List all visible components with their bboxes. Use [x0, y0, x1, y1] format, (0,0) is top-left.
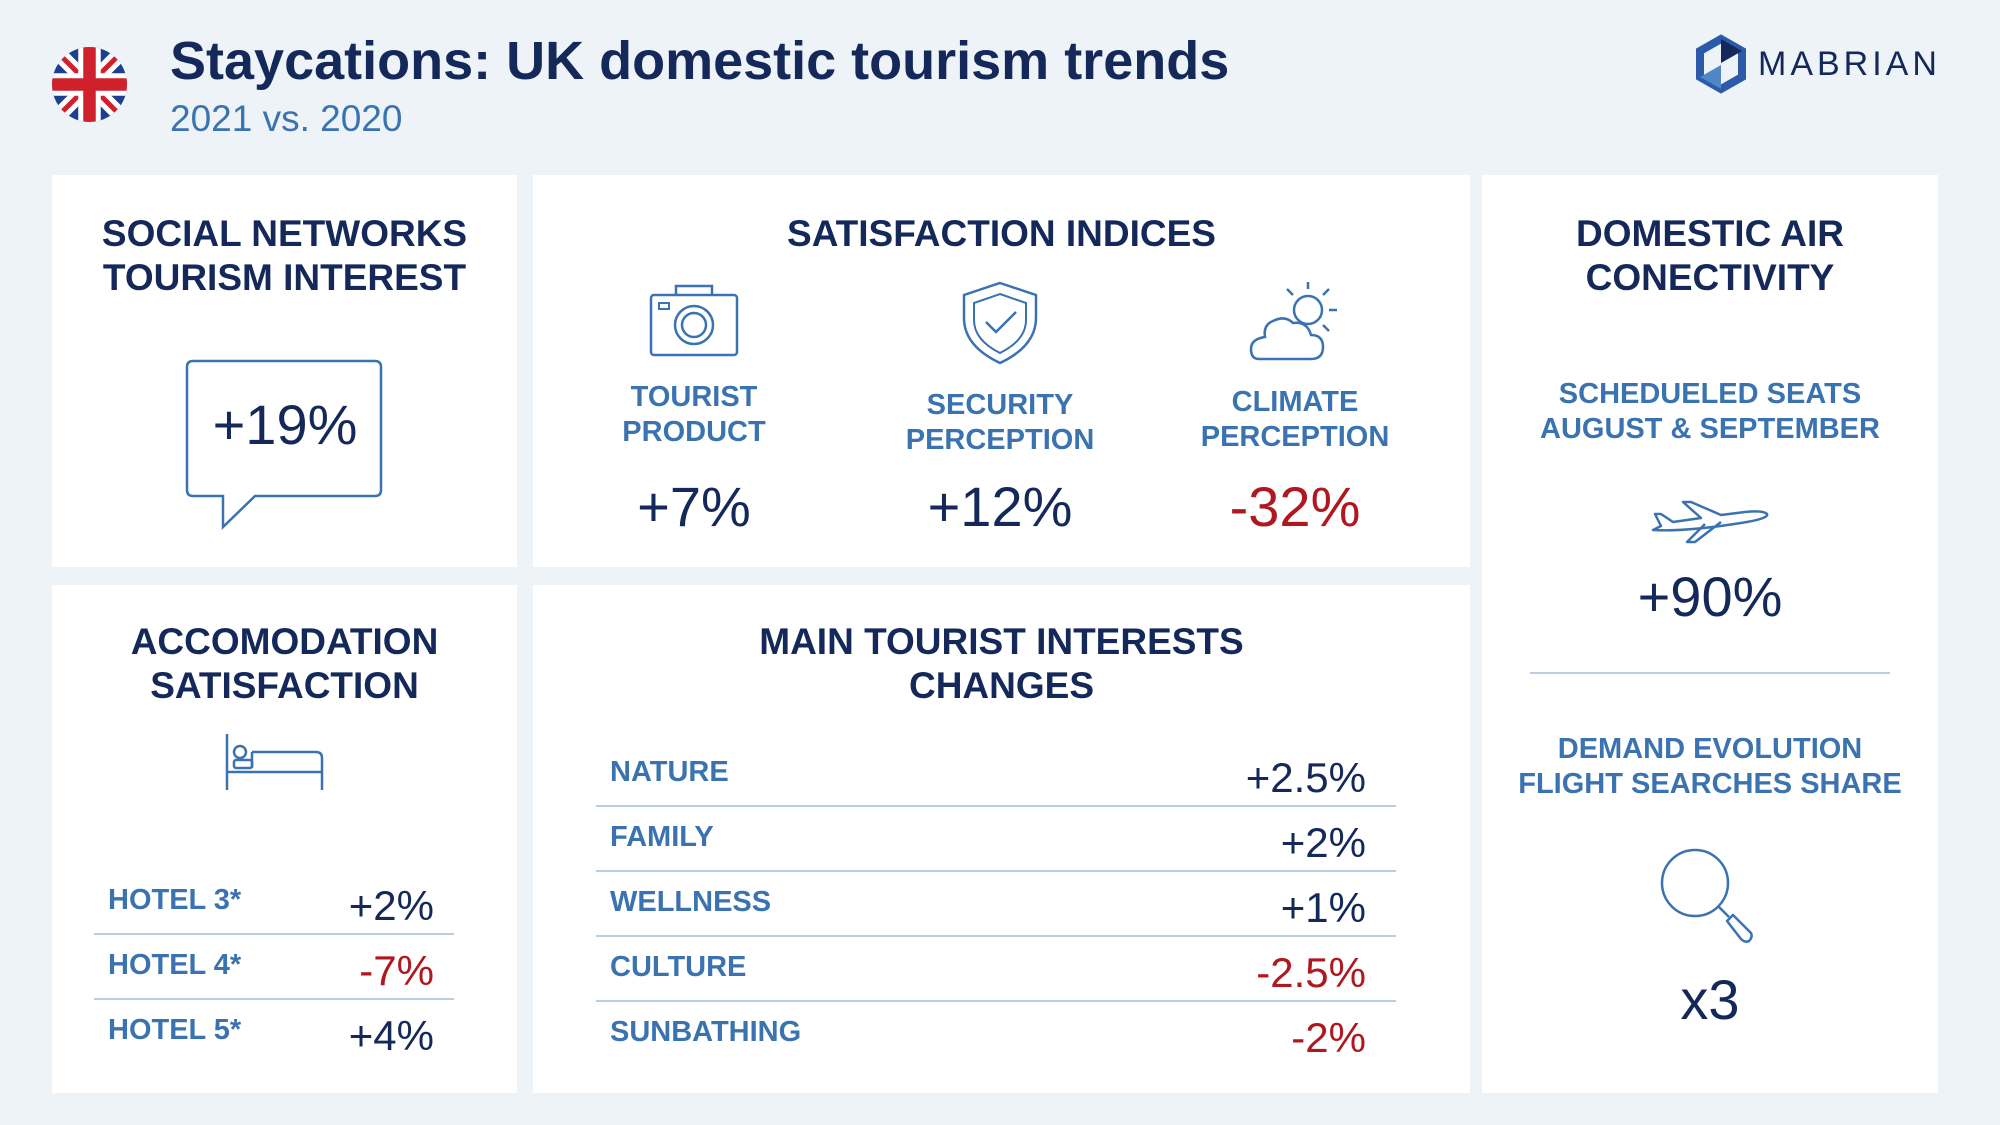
- social-networks-card: SOCIAL NETWORKS TOURISM INTEREST +19%: [52, 175, 517, 567]
- airplane-icon: [1651, 500, 1769, 544]
- climate-perception-label-line1: CLIMATE: [1231, 386, 1359, 418]
- security-perception-value: +12%: [927, 475, 1073, 538]
- social-title-line1: SOCIAL NETWORKS: [101, 213, 468, 254]
- accommodation-row-value: -7%: [359, 947, 434, 994]
- interest-row-label: CULTURE: [610, 951, 747, 983]
- security-perception-label-line2: PERCEPTION: [905, 424, 1095, 456]
- climate-perception-value: -32%: [1229, 475, 1361, 538]
- interest-row: SUNBATHING -2%: [596, 1002, 1396, 1067]
- interest-row-label: SUNBATHING: [610, 1016, 802, 1048]
- accommodation-row-value: +4%: [348, 1012, 434, 1059]
- air-title-line2: CONECTIVITY: [1585, 257, 1835, 298]
- interest-row: CULTURE -2.5%: [596, 937, 1396, 1002]
- brand-logo: MABRIAN: [1696, 34, 1941, 94]
- air-divider: [1530, 672, 1890, 674]
- page-title: Staycations: UK domestic tourism trends: [170, 31, 1230, 91]
- interest-row-value: +2.5%: [1245, 754, 1366, 801]
- accommodation-row-label: HOTEL 4*: [108, 949, 242, 981]
- sun-cloud-icon: [1249, 282, 1337, 361]
- camera-icon: [649, 284, 739, 357]
- social-interest-value: +19%: [212, 393, 358, 456]
- demand-evolution-value: x3: [1680, 968, 1740, 1031]
- accommodation-row-label: HOTEL 3*: [108, 884, 242, 916]
- uk-flag-icon: [52, 47, 127, 122]
- interest-row: WELLNESS +1%: [596, 872, 1396, 937]
- bed-icon: [225, 734, 324, 790]
- interest-row: NATURE +2.5%: [596, 742, 1396, 807]
- shield-check-icon: [962, 281, 1038, 365]
- air-title-line1: DOMESTIC AIR: [1576, 213, 1844, 254]
- interest-row-label: NATURE: [610, 756, 729, 788]
- interest-row-label: WELLNESS: [610, 886, 772, 918]
- security-perception-label-line1: SECURITY: [926, 389, 1074, 421]
- social-title-line2: TOURISM INTEREST: [102, 257, 467, 298]
- tourist-interests-card: MAIN TOURIST INTERESTS CHANGES NATURE +2…: [533, 585, 1470, 1093]
- interest-row-label: FAMILY: [610, 821, 714, 853]
- accommodation-row: HOTEL 5* +4%: [94, 1000, 454, 1065]
- interests-title-line2: CHANGES: [908, 665, 1095, 706]
- demand-evolution-label-line1: DEMAND EVOLUTION: [1557, 733, 1863, 765]
- interests-title-line1: MAIN TOURIST INTERESTS: [759, 621, 1244, 662]
- scheduled-seats-value: +90%: [1637, 565, 1783, 628]
- accommodation-row: HOTEL 4* -7%: [94, 935, 454, 1000]
- accommodation-row-label: HOTEL 5*: [108, 1014, 242, 1046]
- magnifier-icon: [1660, 848, 1753, 943]
- interest-row-value: -2%: [1291, 1014, 1366, 1061]
- scheduled-seats-label-line2: AUGUST & SEPTEMBER: [1540, 413, 1880, 445]
- brand-mark-icon: [1696, 34, 1746, 94]
- tourist-product-label-line1: TOURIST: [630, 381, 758, 413]
- tourist-product-value: +7%: [637, 475, 751, 538]
- accommodation-row: HOTEL 3* +2%: [94, 870, 454, 935]
- speech-bubble-icon: [185, 359, 383, 530]
- brand-name: MABRIAN: [1758, 45, 1941, 83]
- interest-row-value: +2%: [1280, 819, 1366, 866]
- interest-row-value: +1%: [1280, 884, 1366, 931]
- page-subtitle: 2021 vs. 2020: [170, 98, 403, 139]
- accommodation-title-line2: SATISFACTION: [150, 665, 419, 706]
- scheduled-seats-label-line1: SCHEDUELED SEATS: [1558, 378, 1862, 410]
- tourist-product-label-line2: PRODUCT: [622, 416, 766, 448]
- accommodation-row-value: +2%: [348, 882, 434, 929]
- interest-row: FAMILY +2%: [596, 807, 1396, 872]
- climate-perception-label-line2: PERCEPTION: [1200, 421, 1390, 453]
- accommodation-card: ACCOMODATION SATISFACTION HOTEL 3* +2% H…: [52, 585, 517, 1093]
- satisfaction-title: SATISFACTION INDICES: [787, 213, 1216, 254]
- satisfaction-indices-card: SATISFACTION INDICES TOURIST PRODUCT +7%…: [533, 175, 1470, 567]
- demand-evolution-label-line2: FLIGHT SEARCHES SHARE: [1518, 768, 1902, 800]
- accommodation-title-line1: ACCOMODATION: [130, 621, 439, 662]
- interest-row-value: -2.5%: [1256, 949, 1366, 996]
- domestic-air-card: DOMESTIC AIR CONECTIVITY SCHEDUELED SEAT…: [1482, 175, 1938, 1093]
